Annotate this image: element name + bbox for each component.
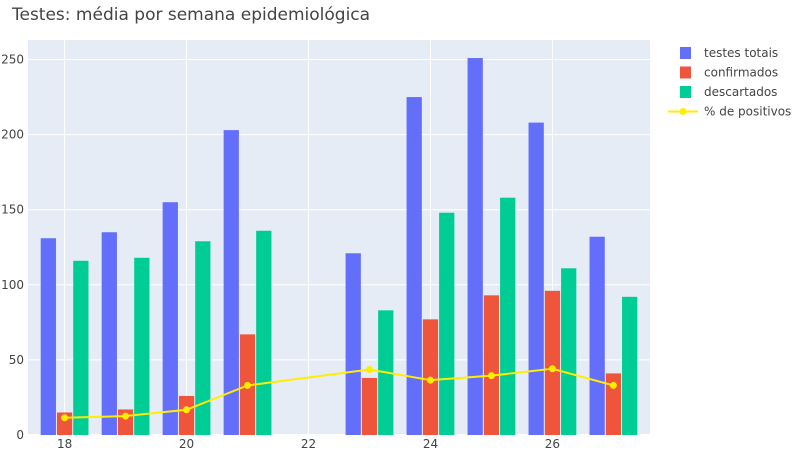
bar-testes-totais-27[interactable] bbox=[589, 236, 605, 435]
legend-swatch bbox=[680, 86, 691, 98]
line-point-26[interactable] bbox=[548, 365, 556, 373]
bar-testes-totais-20[interactable] bbox=[162, 202, 178, 435]
y-tick-label: 200 bbox=[1, 128, 24, 142]
x-tick-label: 22 bbox=[301, 437, 316, 450]
bar-testes-totais-23[interactable] bbox=[345, 253, 361, 435]
legend-item[interactable]: testes totais bbox=[680, 46, 778, 60]
legend-label: confirmados bbox=[704, 66, 778, 80]
legend-swatch bbox=[680, 66, 691, 79]
bar-testes-totais-26[interactable] bbox=[528, 122, 544, 436]
bar-descartados-18[interactable] bbox=[73, 260, 89, 435]
bar-descartados-21[interactable] bbox=[256, 230, 272, 435]
legend-marker bbox=[679, 108, 687, 115]
legend-label: descartados bbox=[704, 85, 777, 99]
x-tick-label: 26 bbox=[545, 437, 560, 450]
bar-testes-totais-21[interactable] bbox=[223, 130, 239, 435]
bar-descartados-25[interactable] bbox=[500, 197, 516, 435]
line-point-23[interactable] bbox=[365, 366, 373, 374]
x-tick-label: 18 bbox=[57, 437, 72, 450]
y-tick-label: 150 bbox=[1, 203, 24, 217]
positives-line bbox=[61, 365, 617, 422]
legend-swatch bbox=[680, 47, 691, 59]
y-axis-ticks: 0 50 100 150 200 250 bbox=[1, 53, 24, 442]
bar-testes-totais-25[interactable] bbox=[467, 58, 483, 435]
bar-descartados-26[interactable] bbox=[561, 268, 577, 435]
line-point-18[interactable] bbox=[61, 414, 69, 422]
y-tick-label: 0 bbox=[16, 428, 24, 442]
bar-descartados-19[interactable] bbox=[134, 257, 150, 435]
line-point-27[interactable] bbox=[609, 381, 617, 389]
legend-item[interactable]: % de positivos bbox=[668, 105, 791, 119]
x-axis-ticks: 18 20 22 24 26 bbox=[57, 437, 560, 450]
legend-label: % de positivos bbox=[704, 105, 791, 119]
legend-item[interactable]: descartados bbox=[680, 85, 777, 99]
bar-descartados-24[interactable] bbox=[439, 212, 455, 435]
chart-title: Testes: média por semana epidemiológica bbox=[11, 5, 370, 25]
legend[interactable]: testes totais confirmados descartados % de … bbox=[668, 46, 791, 119]
line-point-21[interactable] bbox=[244, 381, 252, 389]
bar-testes-totais-19[interactable] bbox=[101, 232, 117, 435]
bar-confirmados-23[interactable] bbox=[361, 377, 378, 435]
line-point-19[interactable] bbox=[122, 412, 130, 420]
bar-testes-totais-24[interactable] bbox=[406, 97, 422, 436]
line-point-25[interactable] bbox=[487, 372, 495, 380]
bar-confirmados-25[interactable] bbox=[483, 295, 500, 435]
y-tick-label: 100 bbox=[1, 278, 24, 292]
legend-label: testes totais bbox=[704, 46, 778, 60]
line-point-24[interactable] bbox=[426, 376, 434, 384]
line-point-20[interactable] bbox=[183, 406, 191, 414]
bar-testes-totais-18[interactable] bbox=[40, 238, 56, 435]
x-tick-label: 24 bbox=[423, 437, 438, 450]
y-tick-label: 250 bbox=[1, 53, 24, 67]
bar-confirmados-26[interactable] bbox=[544, 290, 561, 435]
y-tick-label: 50 bbox=[9, 353, 24, 367]
x-tick-label: 20 bbox=[179, 437, 194, 450]
bar-confirmados-27[interactable] bbox=[605, 373, 622, 435]
legend-item[interactable]: confirmados bbox=[680, 66, 778, 80]
bar-descartados-20[interactable] bbox=[195, 241, 211, 435]
bar-descartados-27[interactable] bbox=[622, 296, 638, 435]
bar-confirmados-20[interactable] bbox=[178, 395, 195, 435]
